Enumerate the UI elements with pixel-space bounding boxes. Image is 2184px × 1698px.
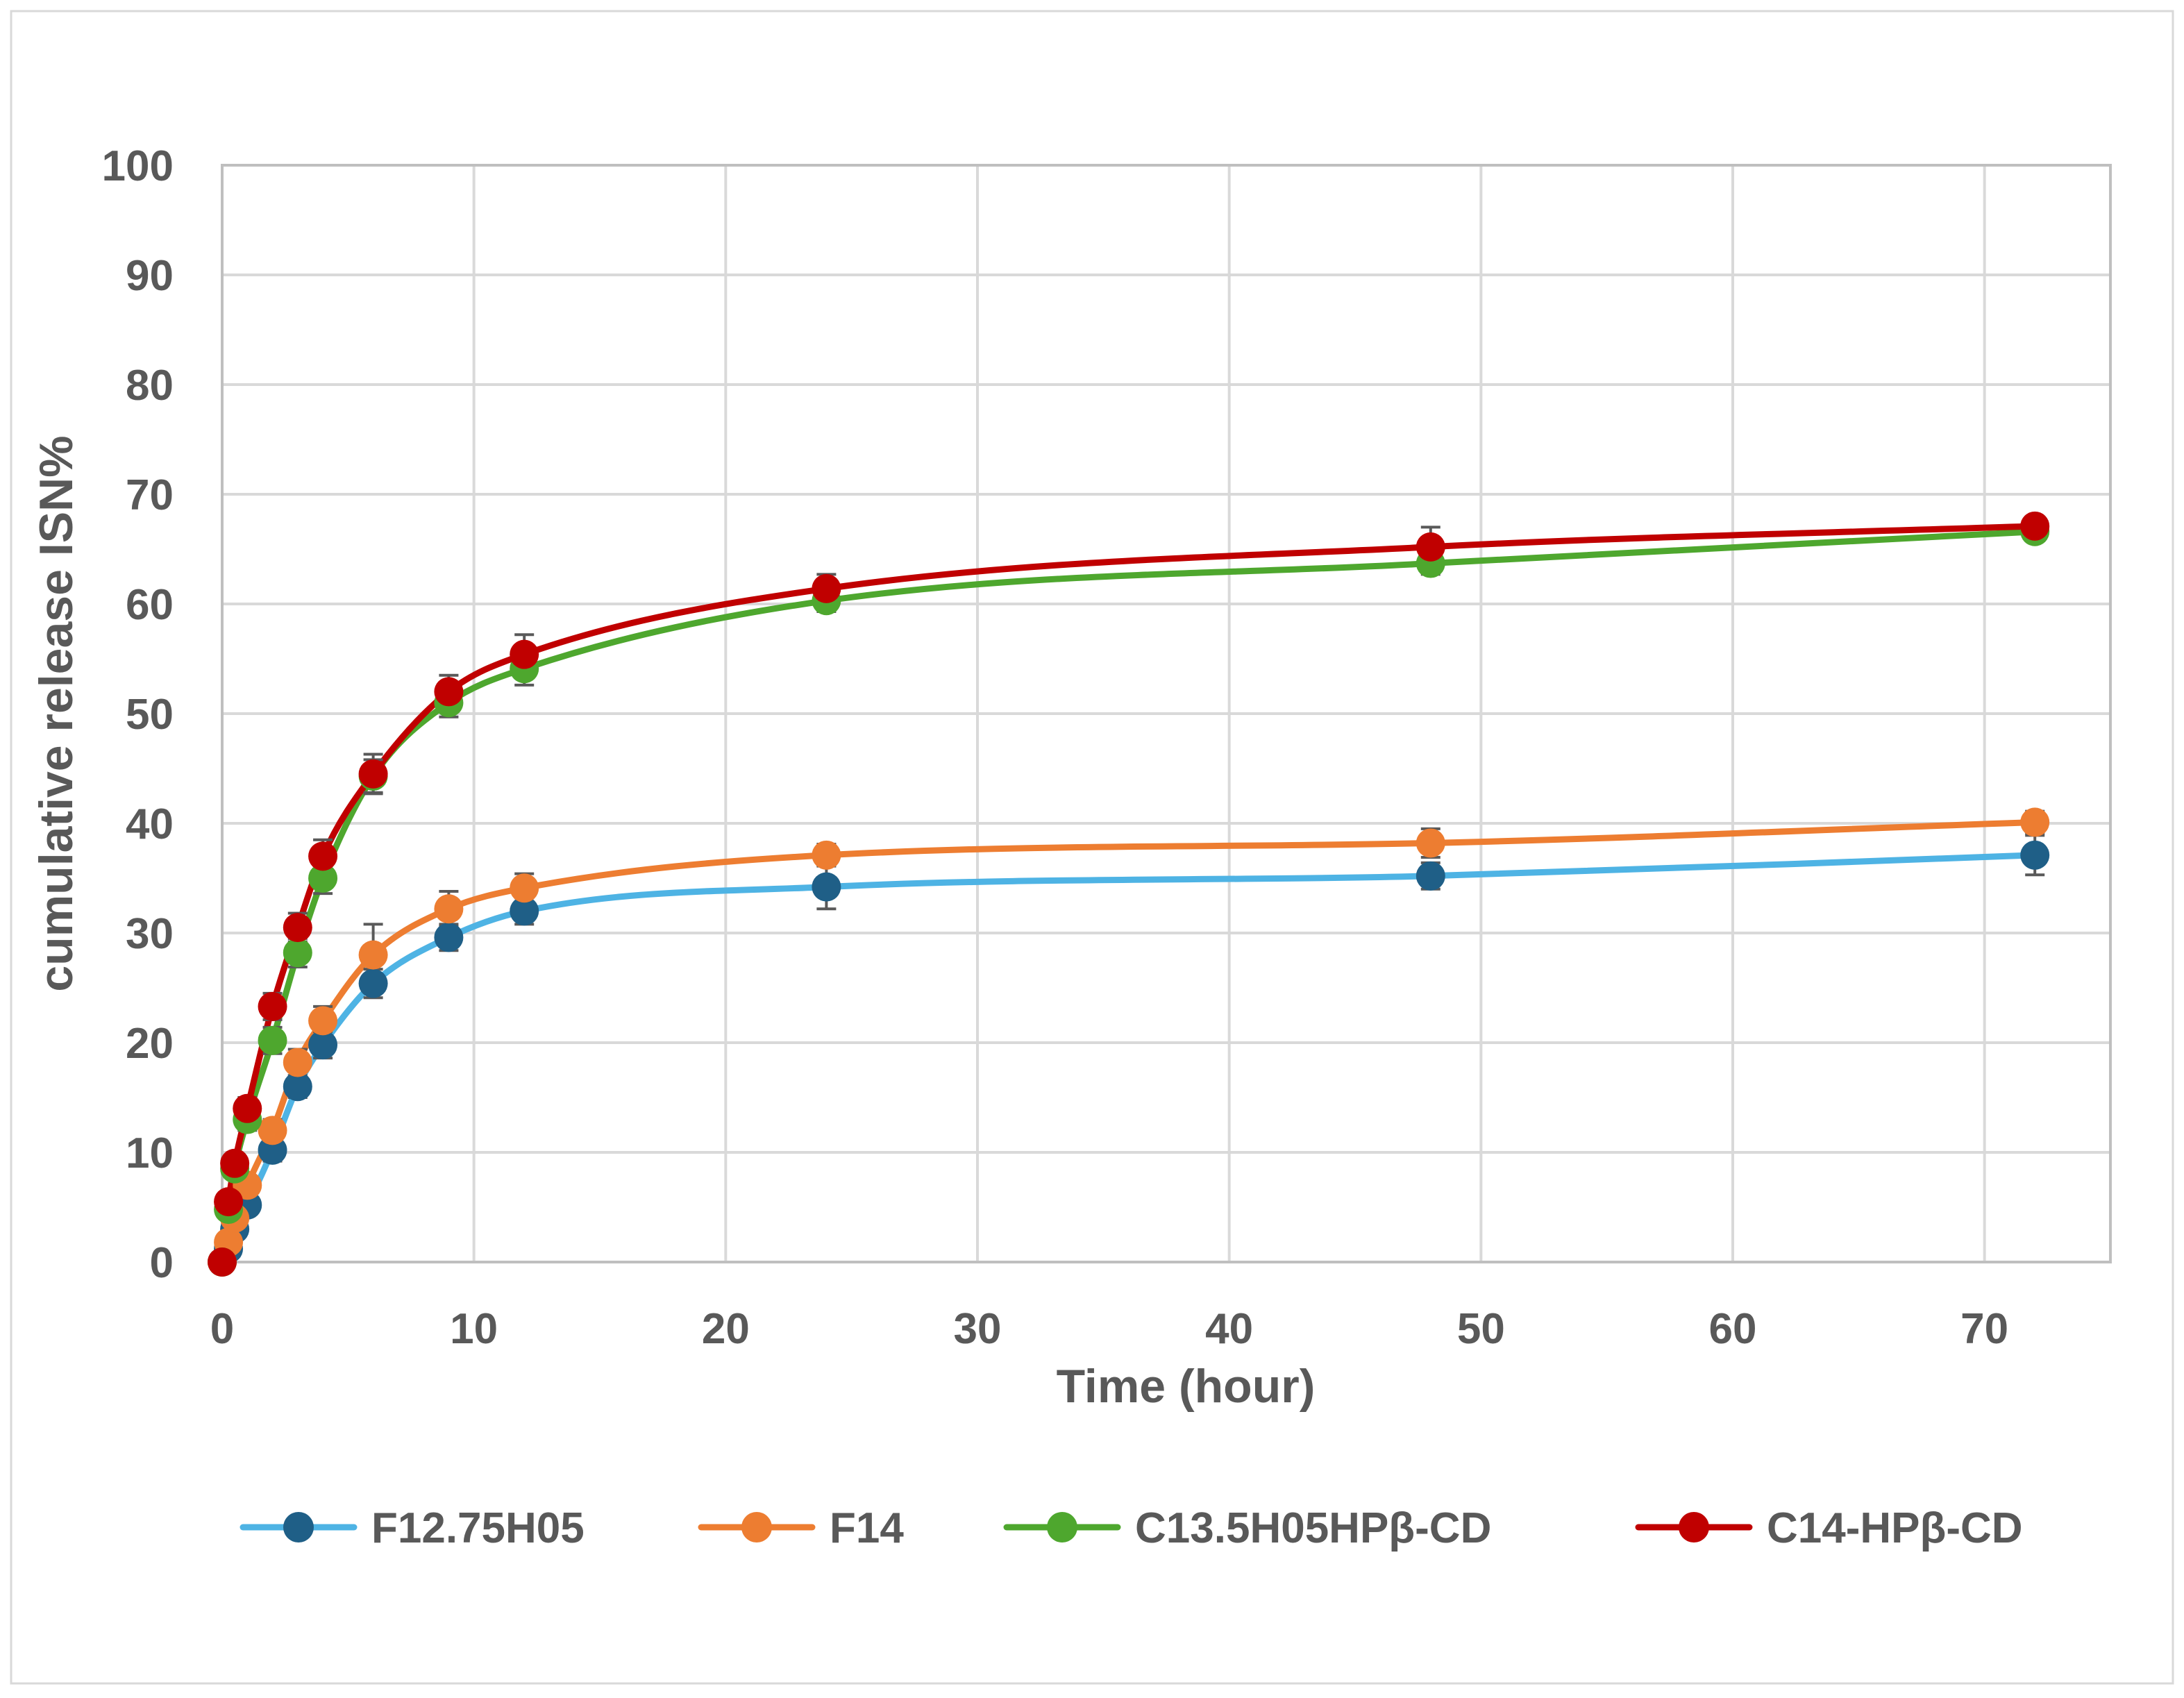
y-tick-label: 100 bbox=[102, 142, 174, 190]
legend-label: C13.5H05HPβ-CD bbox=[1135, 1504, 1491, 1552]
data-point-0 bbox=[1416, 861, 1445, 891]
data-point-1 bbox=[510, 873, 539, 903]
data-point-1 bbox=[1416, 828, 1445, 858]
y-tick-label: 20 bbox=[126, 1020, 174, 1068]
y-axis-title: cumulative release ISN% bbox=[30, 435, 83, 991]
data-point-2 bbox=[258, 1025, 287, 1055]
y-tick-label: 90 bbox=[126, 252, 174, 300]
data-point-1 bbox=[308, 1006, 338, 1036]
data-point-3 bbox=[258, 991, 287, 1021]
legend-item-3: C14-HPβ-CD bbox=[1635, 1504, 2023, 1552]
data-point-3 bbox=[358, 759, 388, 789]
tick-layer: 0 10 20 30 40 50 60 70 80 90 100 0 10 20 30 40 50 60 70 bbox=[102, 142, 2009, 1353]
legend-marker bbox=[741, 1512, 772, 1543]
data-point-1 bbox=[358, 940, 388, 970]
data-point-1 bbox=[258, 1116, 287, 1145]
y-tick-label: 30 bbox=[126, 910, 174, 958]
legend-marker bbox=[283, 1512, 314, 1543]
data-point-3 bbox=[308, 841, 338, 871]
y-tick-label: 10 bbox=[126, 1129, 174, 1177]
y-tick-label: 50 bbox=[126, 691, 174, 739]
x-tick-label: 20 bbox=[702, 1305, 750, 1353]
x-tick-label: 30 bbox=[954, 1305, 1002, 1353]
x-tick-label: 50 bbox=[1457, 1305, 1505, 1353]
data-point-3 bbox=[233, 1093, 262, 1123]
data-point-1 bbox=[283, 1048, 312, 1077]
data-point-1 bbox=[434, 894, 464, 924]
data-point-3 bbox=[434, 677, 464, 707]
plot-area-border bbox=[221, 164, 2112, 1263]
data-point-3 bbox=[1416, 532, 1445, 562]
data-point-3 bbox=[283, 913, 312, 943]
legend-marker bbox=[1679, 1512, 1709, 1543]
legend-label: C14-HPβ-CD bbox=[1767, 1504, 2023, 1552]
y-tick-label: 40 bbox=[126, 800, 174, 848]
series-layer bbox=[208, 511, 2050, 1277]
data-point-0 bbox=[358, 968, 388, 998]
data-point-3 bbox=[510, 639, 539, 669]
data-point-3 bbox=[812, 573, 841, 603]
legend-item-0: F12.75H05 bbox=[240, 1504, 585, 1552]
x-tick-label: 10 bbox=[450, 1305, 498, 1353]
data-point-0 bbox=[308, 1030, 338, 1060]
data-point-0 bbox=[434, 923, 464, 952]
data-point-3 bbox=[220, 1148, 250, 1178]
data-point-3 bbox=[214, 1187, 244, 1217]
data-point-3 bbox=[2020, 511, 2050, 541]
legend-marker bbox=[1047, 1512, 1077, 1543]
y-tick-label: 70 bbox=[126, 471, 174, 519]
data-point-1 bbox=[812, 840, 841, 870]
legend-label: F14 bbox=[830, 1504, 904, 1552]
legend: F12.75H05 F14 C13.5H05HPβ-CD C14-HPβ-CD bbox=[240, 1504, 2023, 1552]
legend-item-1: F14 bbox=[698, 1504, 904, 1552]
x-tick-label: 40 bbox=[1205, 1305, 1253, 1353]
data-point-2 bbox=[283, 938, 312, 968]
data-point-0 bbox=[283, 1072, 312, 1102]
data-point-0 bbox=[812, 872, 841, 902]
y-tick-label: 60 bbox=[126, 581, 174, 629]
legend-item-2: C13.5H05HPβ-CD bbox=[1003, 1504, 1491, 1552]
x-tick-label: 70 bbox=[1960, 1305, 2008, 1353]
data-point-0 bbox=[510, 896, 539, 926]
data-point-2 bbox=[308, 864, 338, 893]
data-point-3 bbox=[208, 1247, 237, 1277]
x-tick-label: 0 bbox=[210, 1305, 234, 1353]
x-tick-label: 60 bbox=[1709, 1305, 1757, 1353]
data-point-0 bbox=[2020, 840, 2050, 870]
y-tick-label: 80 bbox=[126, 362, 174, 410]
data-point-1 bbox=[2020, 807, 2050, 837]
x-axis-title: Time (hour) bbox=[1057, 1360, 1316, 1413]
y-tick-label: 0 bbox=[150, 1239, 174, 1287]
legend-label: F12.75H05 bbox=[371, 1504, 585, 1552]
